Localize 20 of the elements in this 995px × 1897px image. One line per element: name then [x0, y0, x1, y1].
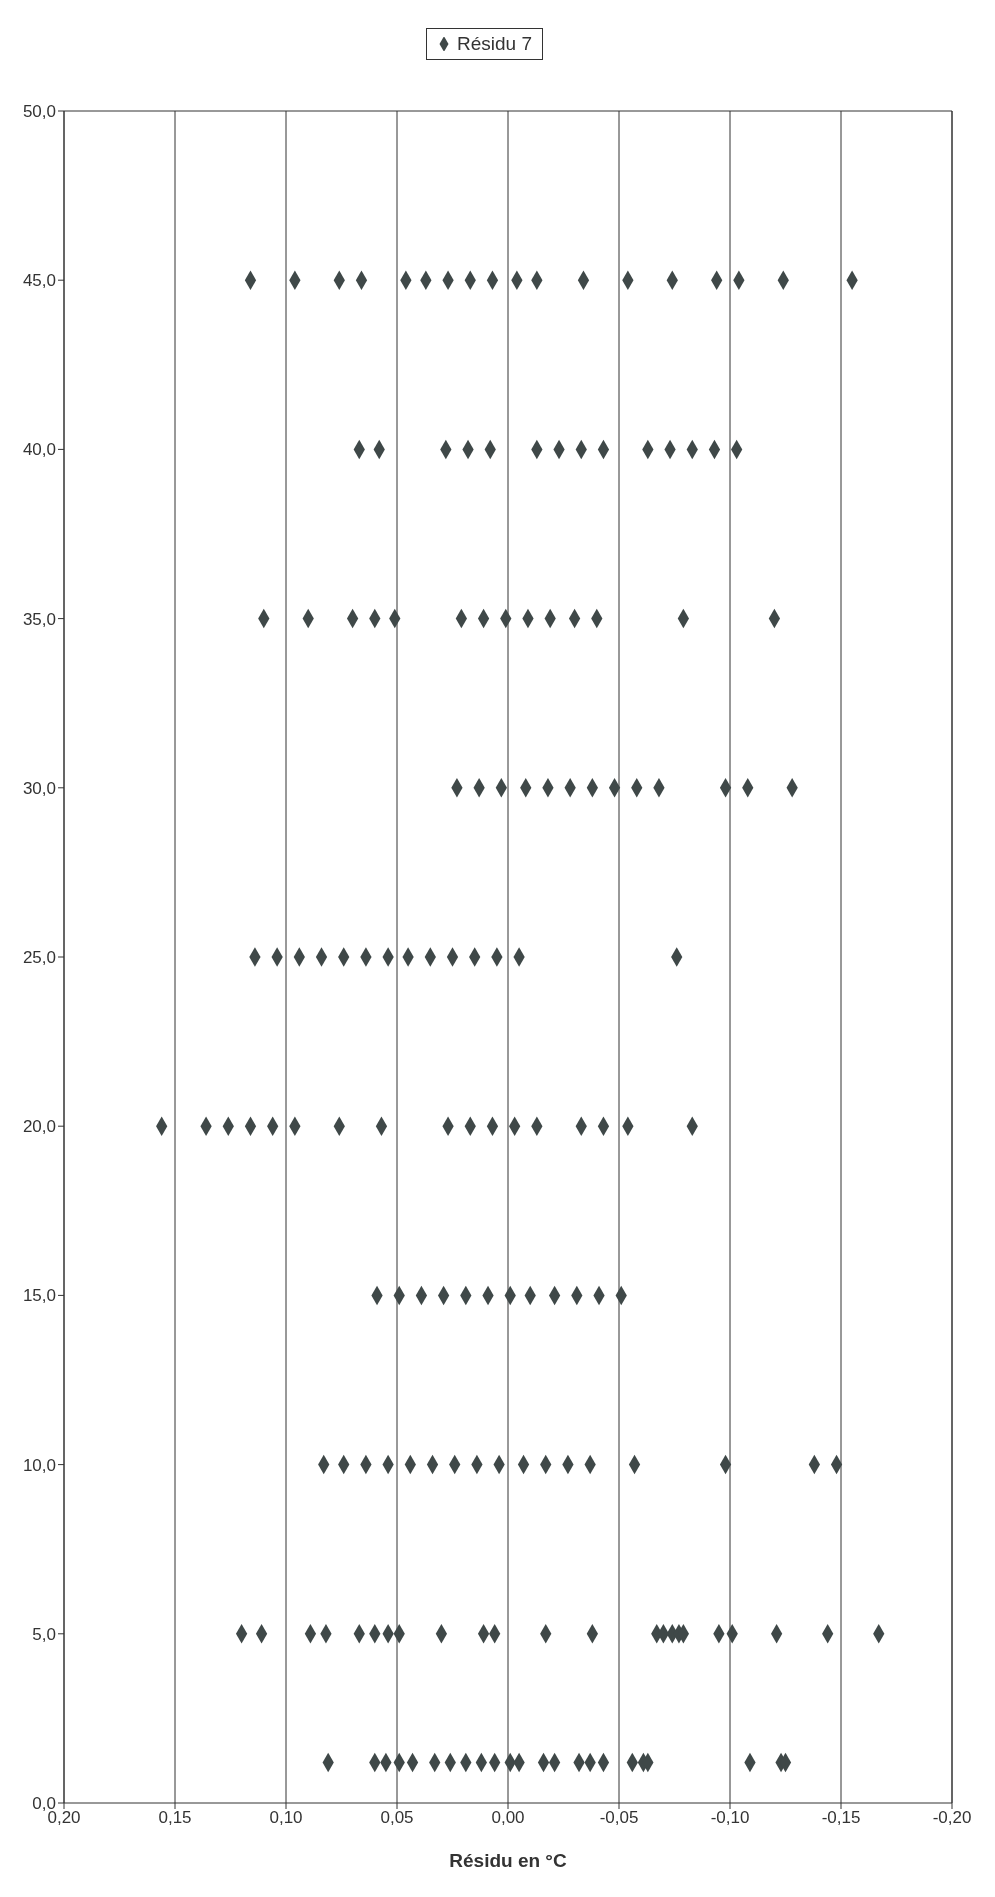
x-tick-label: 0,15	[158, 1808, 192, 1828]
x-axis-title: Résidu en °C	[449, 1850, 567, 1871]
y-tick-label: 5,0	[32, 1624, 56, 1644]
x-tick-label: -0,10	[710, 1808, 750, 1828]
x-tick-label: -0,20	[932, 1808, 972, 1828]
y-tick-label: 25,0	[22, 948, 56, 968]
x-tick-label: 0,10	[269, 1808, 303, 1828]
x-tick-label: -0,15	[821, 1808, 861, 1828]
y-tick-label: 45,0	[22, 271, 56, 291]
x-tick-label: 0,00	[491, 1808, 525, 1828]
y-tick-label: 35,0	[22, 609, 56, 629]
y-tick-label: 30,0	[22, 778, 56, 798]
legend-label: Résidu 7	[457, 33, 532, 55]
y-tick-label: 20,0	[22, 1117, 56, 1137]
y-tick-label: 40,0	[22, 440, 56, 460]
y-tick-label: 15,0	[22, 1286, 56, 1306]
y-tick-label: 50,0	[22, 102, 56, 122]
x-tick-label: 0,05	[380, 1808, 414, 1828]
x-tick-label: -0,05	[599, 1808, 639, 1828]
y-tick-label: 10,0	[22, 1455, 56, 1475]
